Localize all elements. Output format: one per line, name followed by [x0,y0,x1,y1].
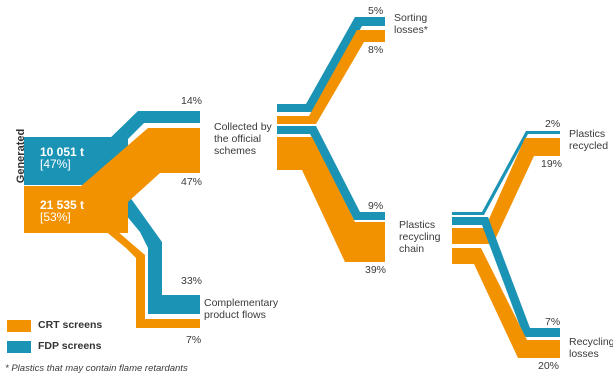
sorting-crt-pct: 8% [368,44,384,56]
legend-crt-label: CRT screens [38,319,103,331]
flow-fdp-sorting [277,17,385,112]
losses-label: Recycling losses [569,336,613,360]
collected-label: Collected by the official schemes [214,121,272,157]
recycled-label: Plastics recycled [569,128,609,152]
legend-crt-swatch [7,320,31,332]
recycled-crt-pct: 19% [541,158,563,170]
flow-fdp-losses [452,217,560,337]
footnote: * Plastics that may contain flame retard… [5,363,188,374]
complementary-crt-pct: 7% [186,334,202,346]
flow-crt-sorting [277,30,385,124]
chain-crt-pct: 39% [365,264,387,276]
recycled-fdp-pct: 2% [545,118,561,130]
collected-fdp-pct: 14% [181,95,203,107]
flow-fdp-chain [277,126,385,220]
legend-fdp-label: FDP screens [38,340,102,352]
generated-label: Generated [15,128,28,184]
complementary-label: Complementary product flows [204,297,279,321]
complementary-fdp-pct: 33% [181,275,203,287]
flow-crt-chain [277,137,385,262]
fdp-generated-pct: [47%] [40,157,71,171]
losses-fdp-pct: 7% [545,316,561,328]
sorting-label: Sorting losses* [394,12,428,36]
crt-generated-value: 21 535 t [40,198,85,212]
flow-fdp-collected [105,111,200,154]
flow-fdp-complementary [90,172,200,314]
chain-fdp-pct: 9% [368,200,384,212]
box-crt-generated [24,186,128,233]
flow-fdp-recycled [452,131,560,215]
legend-fdp-swatch [7,341,31,353]
collected-crt-pct: 47% [181,176,203,188]
sorting-fdp-pct: 5% [368,5,384,17]
crt-generated-pct: [53%] [40,210,71,224]
chain-label: Plastics recycling chain [399,219,441,255]
flow-crt-losses [452,248,560,358]
fdp-generated-value: 10 051 t [40,145,85,159]
flow-crt-recycled [452,138,560,244]
losses-crt-pct: 20% [538,360,560,372]
